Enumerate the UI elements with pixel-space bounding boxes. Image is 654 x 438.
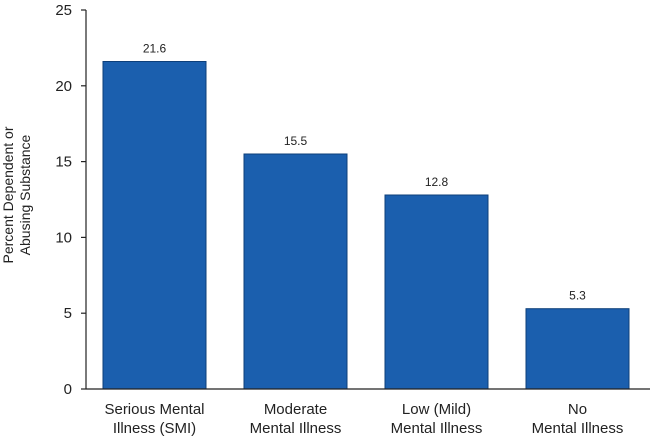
y-axis-title: Percent Dependent or Abusing Substance (0, 126, 33, 263)
value-labels-group: 21.6 15.5 12.8 5.3 (143, 42, 586, 303)
x-tick-label: Mental Illness (391, 420, 483, 437)
data-label: 21.6 (143, 42, 167, 56)
bars-group (102, 61, 630, 390)
y-tick-label: 0 (64, 381, 72, 398)
bar (525, 308, 630, 390)
x-tick-label: Serious Mental (104, 401, 204, 418)
y-tick-label: 15 (55, 154, 72, 171)
y-axis: 0 5 10 15 20 25 (55, 2, 87, 398)
x-tick-label: Illness (SMI) (113, 420, 196, 437)
x-tick-label: Mental Illness (532, 420, 624, 437)
x-tick-label: Low (Mild) (402, 401, 471, 418)
x-tick-label: Mental Illness (250, 420, 342, 437)
bar (102, 61, 207, 390)
y-tick-label: 25 (55, 2, 72, 19)
y-tick-label: 5 (64, 305, 72, 322)
bar (384, 194, 489, 390)
y-axis-title-line-2: Abusing Substance (17, 134, 33, 255)
x-tick-label: Moderate (264, 401, 327, 418)
y-tick-label: 10 (55, 229, 72, 246)
category-labels-group: Serious Mental Illness (SMI) Moderate Menta… (104, 401, 623, 437)
bar (243, 153, 348, 390)
data-label: 12.8 (425, 175, 449, 189)
y-axis-title-line-1: Percent Dependent or (0, 126, 16, 263)
data-label: 15.5 (284, 134, 308, 148)
y-tick-label: 20 (55, 78, 72, 95)
x-tick-label: No (568, 401, 587, 418)
data-label: 5.3 (569, 289, 586, 303)
